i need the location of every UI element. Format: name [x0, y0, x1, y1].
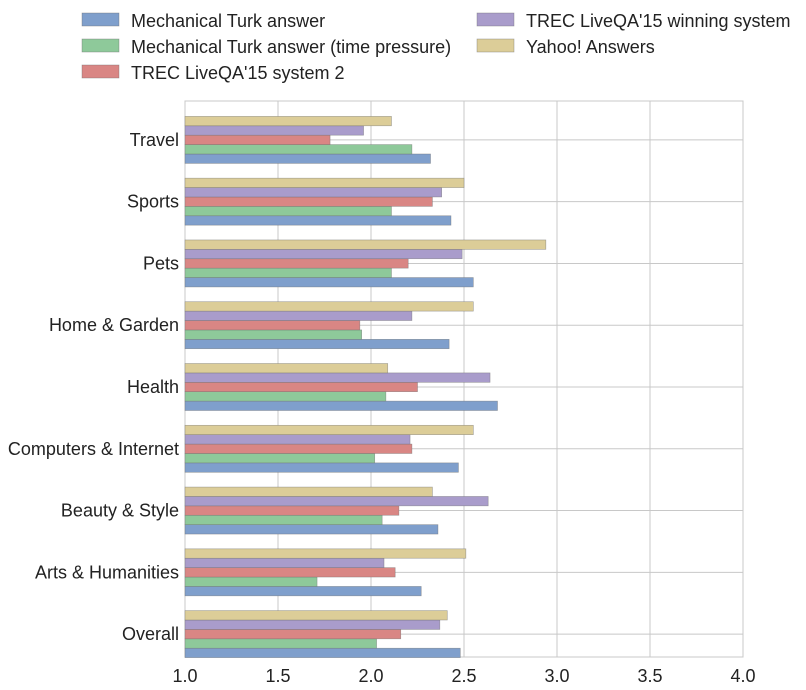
bar: [184, 187, 442, 198]
bar: [184, 486, 433, 497]
x-tick-label: 3.0: [544, 666, 569, 686]
bar: [184, 443, 413, 454]
bar: [184, 134, 331, 145]
bar: [184, 196, 433, 207]
bar: [184, 610, 448, 621]
y-tick-label: Overall: [122, 624, 179, 644]
x-tick-label: 4.0: [730, 666, 755, 686]
y-tick-label: Home & Garden: [49, 315, 179, 335]
bar: [184, 638, 377, 649]
bar: [184, 424, 474, 435]
bar: [184, 548, 467, 559]
bar: [184, 434, 411, 445]
bar: [184, 586, 422, 597]
legend-swatch: [81, 12, 120, 27]
bar: [184, 576, 318, 587]
y-tick-label: Arts & Humanities: [35, 562, 179, 582]
bars: [184, 116, 547, 658]
y-tick-label: Travel: [130, 130, 179, 150]
bar: [184, 557, 385, 568]
bar: [184, 453, 376, 464]
x-tick-label: 3.5: [637, 666, 662, 686]
legend-label: Yahoo! Answers: [526, 37, 655, 57]
bar: [184, 320, 361, 331]
y-axis-labels: Travel Sports Pets Home & Garden Health Compu…: [8, 130, 179, 644]
legend-swatch: [81, 38, 120, 53]
bar: [184, 496, 489, 507]
bar: [184, 647, 461, 658]
bar: [184, 400, 498, 411]
bar: [184, 339, 450, 350]
y-tick-label: Computers & Internet: [8, 439, 179, 459]
bar: [184, 249, 463, 260]
bar: [184, 462, 459, 473]
bar: [184, 153, 431, 164]
bar: [184, 116, 392, 127]
bar: [184, 363, 389, 374]
bar: [184, 301, 474, 312]
bar: [184, 567, 396, 578]
y-tick-label: Pets: [143, 253, 179, 273]
y-tick-label: Sports: [127, 192, 179, 212]
bar: [184, 505, 400, 516]
legend-label: Mechanical Turk answer (time pressure): [131, 37, 451, 57]
bar: [184, 215, 452, 226]
bar: [184, 144, 413, 155]
x-axis-labels: 1.0 1.5 2.0 2.5 3.0 3.5 4.0: [172, 666, 755, 686]
legend-swatch: [81, 64, 120, 79]
bar: [184, 267, 392, 278]
x-tick-label: 1.0: [172, 666, 197, 686]
legend: Mechanical Turk answer Mechanical Turk an…: [81, 11, 791, 83]
bar: [184, 391, 387, 402]
legend-label: Mechanical Turk answer: [131, 11, 325, 31]
bar: [184, 381, 418, 392]
legend-swatch: [476, 12, 515, 27]
y-tick-label: Health: [127, 377, 179, 397]
x-tick-label: 1.5: [265, 666, 290, 686]
x-tick-label: 2.0: [358, 666, 383, 686]
legend-label: TREC LiveQA'15 system 2: [131, 63, 345, 83]
bar: [184, 619, 441, 630]
bar: [184, 125, 364, 136]
bar: [184, 277, 474, 288]
bar: [184, 310, 413, 321]
bar: [184, 239, 547, 250]
legend-swatch: [476, 38, 515, 53]
bar: [184, 629, 402, 640]
y-tick-label: Beauty & Style: [61, 501, 179, 521]
bar: [184, 372, 491, 383]
x-tick-label: 2.5: [451, 666, 476, 686]
bar: [184, 329, 362, 340]
legend-label: TREC LiveQA'15 winning system: [526, 11, 791, 31]
bar: [184, 177, 465, 188]
bar: [184, 514, 383, 525]
bar: [184, 258, 409, 269]
bar: [184, 524, 439, 535]
bar: [184, 206, 392, 217]
